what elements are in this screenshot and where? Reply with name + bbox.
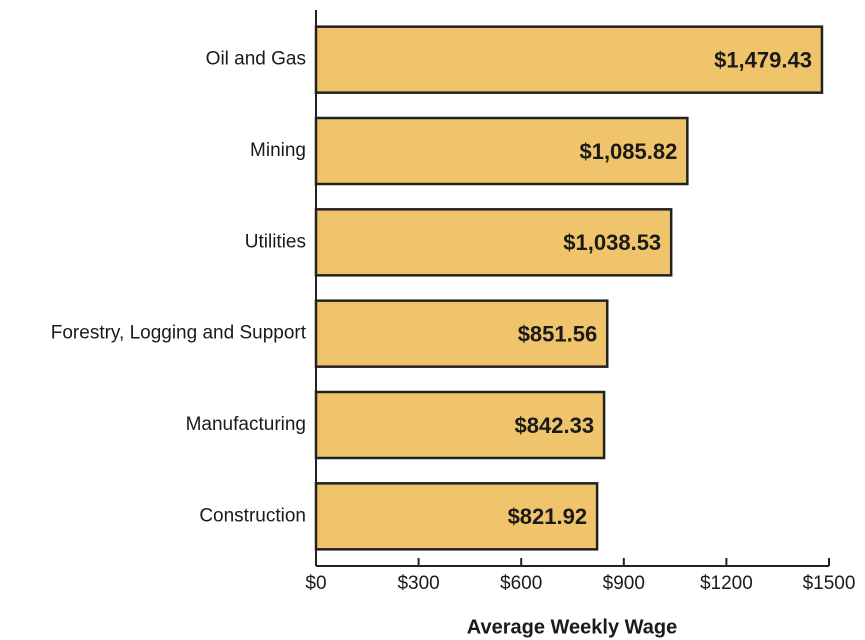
category-label: Oil and Gas: [206, 49, 306, 70]
x-tick-label: $1200: [700, 573, 753, 594]
value-label: $821.92: [508, 504, 588, 529]
x-tick-label: $600: [500, 573, 542, 594]
x-axis-title: Average Weekly Wage: [467, 616, 677, 638]
category-label: Utilities: [245, 231, 306, 252]
x-tick-label: $0: [305, 573, 326, 594]
category-label: Forestry, Logging and Support: [51, 323, 307, 344]
category-label: Mining: [250, 140, 306, 161]
category-label: Construction: [199, 505, 306, 526]
category-label: Manufacturing: [186, 414, 306, 435]
bar: [314, 116, 689, 186]
value-label: $1,085.82: [579, 139, 677, 164]
value-label: $1,038.53: [563, 230, 661, 255]
bar: [314, 299, 609, 368]
value-label: $851.56: [518, 321, 598, 346]
value-label: $842.33: [515, 413, 595, 438]
x-tick-label: $300: [397, 573, 439, 594]
x-tick-label: $1500: [803, 573, 856, 594]
bar: [314, 390, 606, 460]
bar: [314, 25, 824, 94]
bar: [314, 208, 673, 277]
value-label: $1,479.43: [714, 47, 812, 72]
x-tick-label: $900: [603, 573, 645, 594]
